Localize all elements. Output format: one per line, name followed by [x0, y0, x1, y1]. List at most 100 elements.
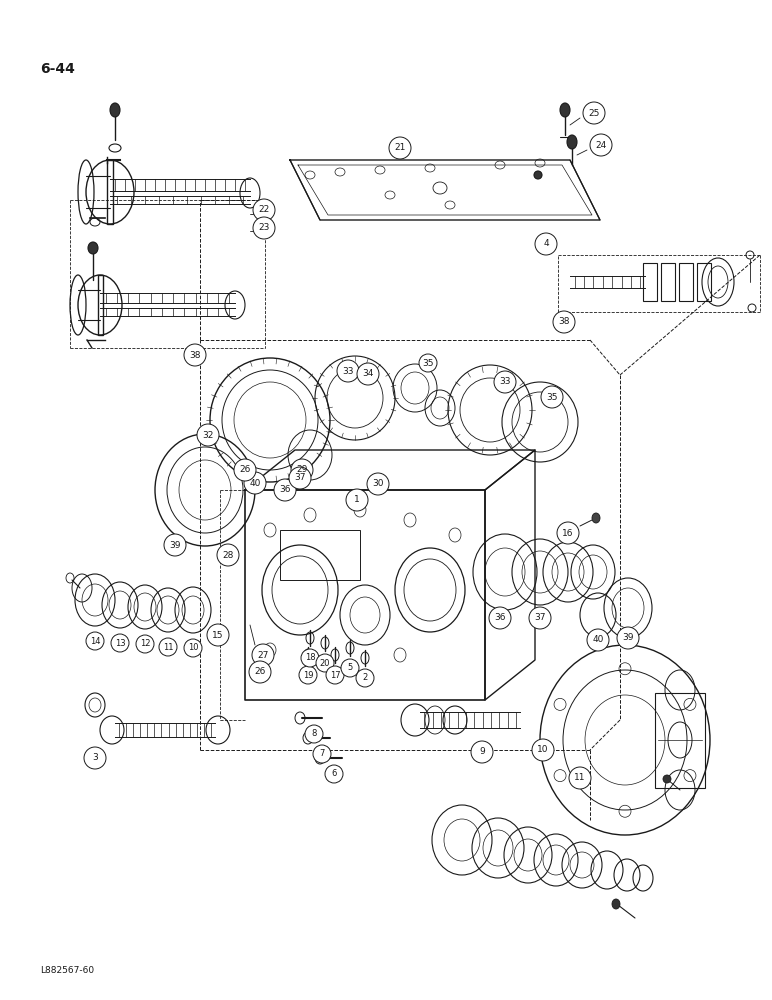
Text: 36: 36 [494, 613, 506, 622]
Circle shape [389, 137, 411, 159]
Bar [643, 263, 657, 301]
Circle shape [494, 371, 516, 393]
Circle shape [583, 102, 605, 124]
Circle shape [86, 632, 104, 650]
Text: 38: 38 [189, 351, 201, 360]
Text: 10: 10 [537, 746, 549, 754]
Circle shape [326, 666, 344, 684]
Ellipse shape [534, 171, 542, 179]
Text: 27: 27 [257, 650, 269, 660]
Ellipse shape [567, 135, 577, 149]
Circle shape [111, 634, 129, 652]
Circle shape [253, 199, 275, 221]
Text: 35: 35 [422, 359, 434, 367]
Circle shape [301, 649, 319, 667]
Circle shape [159, 638, 177, 656]
Text: 28: 28 [222, 550, 234, 560]
Bar [679, 263, 693, 301]
Circle shape [184, 344, 206, 366]
Circle shape [252, 644, 274, 666]
Ellipse shape [663, 775, 671, 783]
Text: 14: 14 [90, 637, 100, 646]
Circle shape [489, 607, 511, 629]
Text: 18: 18 [305, 654, 315, 662]
Text: 9: 9 [479, 748, 485, 756]
Text: 19: 19 [303, 670, 313, 680]
Text: 37: 37 [534, 613, 546, 622]
Text: 25: 25 [588, 108, 600, 117]
Bar [655, 692, 705, 788]
Text: 1: 1 [354, 495, 360, 504]
Circle shape [136, 635, 154, 653]
Circle shape [529, 607, 551, 629]
Circle shape [299, 666, 317, 684]
Circle shape [532, 739, 554, 761]
Circle shape [337, 360, 359, 382]
Text: 32: 32 [202, 430, 214, 440]
Circle shape [305, 725, 323, 743]
Circle shape [557, 522, 579, 544]
Circle shape [244, 472, 266, 494]
Circle shape [471, 741, 493, 763]
Bar [97, 275, 103, 335]
Circle shape [535, 233, 557, 255]
Circle shape [217, 544, 239, 566]
Text: 34: 34 [362, 369, 374, 378]
Ellipse shape [592, 513, 600, 523]
Text: 35: 35 [547, 392, 557, 401]
Text: 15: 15 [212, 631, 224, 640]
Text: 4: 4 [543, 239, 549, 248]
Circle shape [316, 654, 334, 672]
Circle shape [313, 745, 331, 763]
Text: 8: 8 [311, 730, 317, 738]
Circle shape [274, 479, 296, 501]
Circle shape [184, 639, 202, 657]
Text: 6: 6 [331, 770, 337, 778]
Circle shape [357, 363, 379, 385]
Text: 39: 39 [622, 634, 634, 643]
Text: 11: 11 [574, 774, 586, 782]
Text: 12: 12 [140, 640, 151, 648]
Text: 33: 33 [499, 377, 511, 386]
Text: 21: 21 [394, 143, 406, 152]
Circle shape [419, 354, 437, 372]
Text: 16: 16 [562, 528, 574, 538]
Ellipse shape [88, 242, 98, 254]
Text: 33: 33 [342, 366, 354, 375]
Circle shape [541, 386, 563, 408]
Circle shape [553, 311, 575, 333]
Text: 7: 7 [320, 750, 325, 758]
Circle shape [341, 659, 359, 677]
Text: 38: 38 [558, 318, 570, 326]
Circle shape [253, 217, 275, 239]
Text: 26: 26 [254, 668, 266, 676]
Text: 24: 24 [595, 140, 607, 149]
Circle shape [367, 473, 389, 495]
Text: 17: 17 [330, 670, 340, 680]
Text: 13: 13 [115, 639, 125, 648]
Ellipse shape [110, 103, 120, 117]
Bar [280, 530, 360, 580]
Circle shape [197, 424, 219, 446]
Circle shape [289, 467, 311, 489]
Circle shape [325, 765, 343, 783]
Text: 2: 2 [362, 674, 367, 682]
Circle shape [346, 489, 368, 511]
Bar [107, 160, 113, 224]
Text: 29: 29 [296, 466, 308, 475]
Text: 6-44: 6-44 [40, 62, 75, 76]
Text: 3: 3 [92, 754, 98, 762]
Text: 30: 30 [372, 480, 384, 488]
Text: 26: 26 [239, 466, 251, 475]
Circle shape [84, 747, 106, 769]
Text: 5: 5 [347, 664, 353, 672]
Ellipse shape [560, 103, 570, 117]
Text: 23: 23 [259, 224, 269, 232]
Bar [661, 263, 675, 301]
Text: 39: 39 [169, 540, 181, 550]
Circle shape [207, 624, 229, 646]
Circle shape [587, 629, 609, 651]
Bar [697, 263, 711, 301]
Circle shape [590, 134, 612, 156]
Text: 20: 20 [320, 658, 330, 668]
